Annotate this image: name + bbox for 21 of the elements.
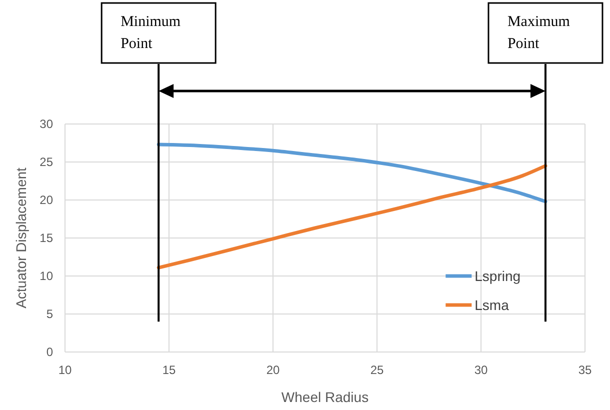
y-axis-title: Actuator Displacement xyxy=(13,167,29,308)
ref-line-label: Minimum Point xyxy=(120,14,181,52)
y-tick-label: 20 xyxy=(40,193,54,207)
legend-label: Lsma xyxy=(474,297,510,313)
x-axis-title: Wheel Radius xyxy=(281,389,369,405)
x-tick-label: 30 xyxy=(474,363,488,377)
x-tick-label: 15 xyxy=(162,363,176,377)
y-tick-label: 10 xyxy=(40,269,54,283)
x-tick-label: 35 xyxy=(578,363,592,377)
line-series xyxy=(156,142,548,204)
ref-line-label: Maximum Point xyxy=(507,14,570,52)
y-tick-label: 15 xyxy=(40,231,54,245)
x-tick-label: 25 xyxy=(370,363,384,377)
y-tick-label: 0 xyxy=(46,345,54,359)
y-tick-label: 25 xyxy=(40,155,54,169)
x-tick-label: 20 xyxy=(266,363,280,377)
y-tick-label: 30 xyxy=(40,117,54,131)
legend-label: Lspring xyxy=(474,268,521,284)
y-tick-label: 5 xyxy=(46,307,54,321)
x-tick-label: 10 xyxy=(58,363,72,377)
line-series xyxy=(156,164,548,270)
